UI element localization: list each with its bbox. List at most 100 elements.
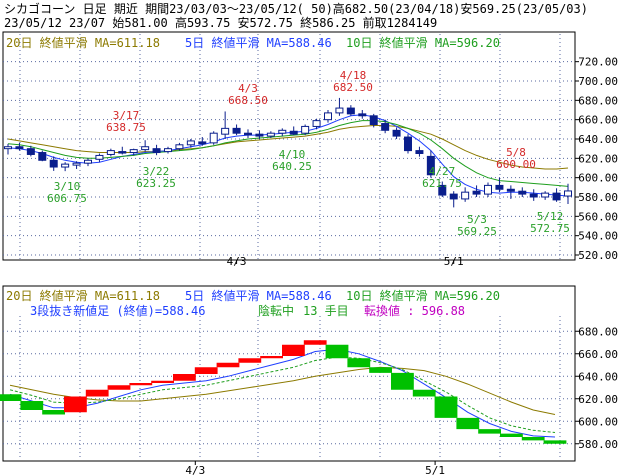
new-price-brick <box>216 362 240 368</box>
candle <box>4 143 12 155</box>
candle <box>495 177 504 193</box>
candle-body <box>381 123 390 131</box>
bottom-ma-line-ma20 <box>9 366 556 415</box>
new-price-brick <box>543 440 567 444</box>
bottom-y-tick-label: 640.00 <box>578 370 618 383</box>
candle-body <box>141 146 150 151</box>
candle <box>198 137 207 146</box>
candle <box>95 153 104 163</box>
candle-body <box>15 146 24 150</box>
top-legend-ma20: 20日 終値平滑 MA=611.18 <box>6 35 160 50</box>
candle-body <box>221 127 230 135</box>
new-price-brick <box>42 410 65 415</box>
new-price-brick <box>282 344 305 356</box>
top-annotation-label: 5/8 <box>506 146 526 159</box>
top-annotation-label: 638.75 <box>106 121 146 134</box>
candle-body <box>49 159 58 168</box>
top-annotation-label: 621.75 <box>422 177 462 190</box>
top-annotation-label: 569.25 <box>457 225 497 238</box>
candle-body <box>369 115 378 126</box>
candle <box>255 130 264 139</box>
header-line-2: 23/05/12 23/07 始581.00 高593.75 安572.75 終… <box>4 15 437 30</box>
candle <box>529 189 538 201</box>
candle <box>335 97 344 116</box>
candle <box>392 127 401 139</box>
bottom-y-tick-label: 600.00 <box>578 415 618 428</box>
candle-body <box>175 144 184 150</box>
candle-body <box>232 127 241 134</box>
new-price-brick <box>238 358 262 363</box>
candle-body <box>118 151 127 154</box>
bottom-legend-ma5: 5日 終値平滑 MA=588.46 <box>185 288 332 303</box>
bottom-grid <box>3 316 575 459</box>
candle-body <box>26 148 35 155</box>
top-annotation-label: 668.50 <box>228 94 268 107</box>
top-legend-ma10: 10日 終値平滑 MA=596.20 <box>346 35 500 50</box>
candle <box>301 124 310 136</box>
top-y-tick-label: 700.00 <box>578 75 618 88</box>
bottom-ma-line-ma5 <box>9 348 556 438</box>
bottom-status-brick: 3段抜き新値足 (終値)=588.46 <box>30 303 205 318</box>
new-price-brick <box>173 374 196 381</box>
candle-body <box>129 149 138 154</box>
candle-body <box>209 132 218 144</box>
candle <box>324 110 332 123</box>
top-y-tick-label: 660.00 <box>578 114 618 127</box>
bottom-ma-line-ma10 <box>9 356 556 433</box>
candle-body <box>244 132 252 136</box>
candle <box>164 146 172 154</box>
candle <box>449 191 458 208</box>
candle-body <box>255 133 264 137</box>
new-price-brick <box>521 437 545 441</box>
bottom-y-tick-label: 660.00 <box>578 348 618 361</box>
candle <box>129 148 138 156</box>
new-price-brick <box>107 385 131 390</box>
bottom-y-tick-label: 580.00 <box>578 438 618 451</box>
top-y-tick-label: 720.00 <box>578 56 618 69</box>
candle <box>415 146 424 157</box>
top-x-tick-label: 5/1 <box>444 255 464 268</box>
new-price-brick <box>129 383 153 386</box>
candle-body <box>392 129 401 137</box>
new-price-brick <box>369 367 392 373</box>
candle-body <box>4 146 12 150</box>
new-price-brick <box>151 380 174 383</box>
new-price-brick <box>500 433 523 437</box>
candle-body <box>438 184 447 196</box>
candle <box>518 187 527 197</box>
candle-body <box>289 130 298 135</box>
candle <box>312 118 321 130</box>
candle <box>358 110 367 119</box>
new-price-brick <box>478 429 501 434</box>
candle <box>49 156 58 171</box>
candle-body <box>404 136 412 152</box>
candle <box>369 113 378 128</box>
header-line-1: シカゴコーン 日足 期近 期間23/03/03～23/05/12( 50)高68… <box>4 1 588 16</box>
top-annotation-label: 5/12 <box>537 210 564 223</box>
candle-body <box>72 162 81 166</box>
top-annotation-label: 4/18 <box>340 69 367 82</box>
top-annotation-label: 4/10 <box>279 148 306 161</box>
candle <box>381 119 390 134</box>
top-annotation-label: 3/17 <box>113 109 140 122</box>
candle-body <box>461 191 470 200</box>
new-price-brick <box>456 417 480 430</box>
top-y-tick-label: 580.00 <box>578 191 618 204</box>
new-price-brick <box>0 394 22 401</box>
top-candles <box>4 97 572 208</box>
candle <box>26 145 35 157</box>
candle <box>186 139 195 148</box>
candle-body <box>449 193 458 200</box>
new-price-brick <box>391 372 414 390</box>
new-price-brick <box>412 389 436 397</box>
candle-body <box>84 159 92 164</box>
top-y-tick-label: 560.00 <box>578 210 618 223</box>
bottom-panel-frame <box>2 285 576 462</box>
top-y-tick-label: 640.00 <box>578 133 618 146</box>
candle <box>232 124 241 136</box>
candle <box>209 131 218 145</box>
new-price-brick <box>325 344 349 359</box>
candle <box>244 129 252 139</box>
bottom-ma-lines <box>9 348 556 438</box>
